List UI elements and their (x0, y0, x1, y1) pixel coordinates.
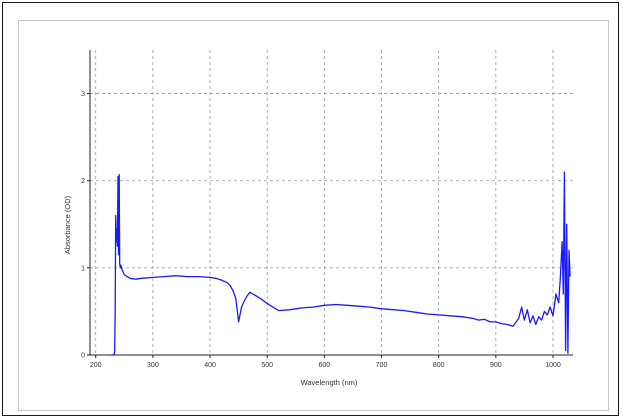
x-tick-label: 300 (147, 362, 159, 369)
x-tick-label: 900 (490, 362, 502, 369)
window-frame (2, 2, 619, 416)
spectrum-series-line (110, 171, 571, 356)
y-tick-label: 0 (81, 353, 85, 360)
x-tick-label: 700 (376, 362, 388, 369)
x-tick-label: 500 (261, 362, 273, 369)
x-tick-label: 600 (319, 362, 331, 369)
tick-labels: 200 300 400 500 600 700 800 900 1000 0 1 2 3 (81, 91, 561, 369)
axes (87, 50, 573, 358)
x-tick-label: 1000 (545, 362, 561, 369)
x-tick-label: 200 (90, 362, 102, 369)
y-tick-label: 1 (81, 265, 85, 272)
y-tick-label: 3 (81, 91, 85, 98)
x-tick-label: 800 (433, 362, 445, 369)
x-tick-label: 400 (204, 362, 216, 369)
series-layer (110, 171, 571, 356)
x-axis-label: Wavelength (nm) (301, 378, 358, 387)
y-tick-label: 2 (81, 178, 85, 185)
chart-panel (18, 20, 609, 411)
grid-lines (90, 50, 573, 355)
y-axis-label: Absorbance (OD) (63, 195, 72, 254)
